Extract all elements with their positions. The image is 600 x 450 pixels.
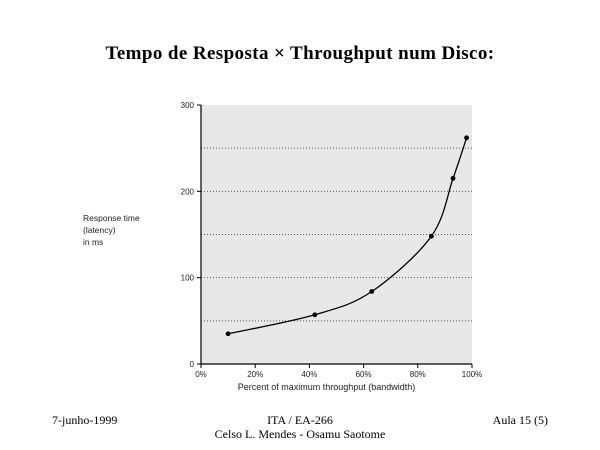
y-tick-label: 300 [181, 101, 195, 110]
y-axis-label-line-1: Response time [83, 213, 140, 223]
x-tick-label: 80% [410, 370, 426, 379]
data-point [369, 289, 375, 294]
footer-course: ITA / EA-266 [267, 413, 333, 427]
data-point [464, 135, 469, 141]
footer-authors: Celso L. Mendes - Osamu Saotome [214, 427, 386, 441]
series [225, 135, 469, 337]
data-point [225, 331, 231, 337]
grid-lines [201, 147, 472, 322]
x-tick-label: 20% [247, 370, 263, 379]
y-tick-label: 200 [181, 187, 195, 196]
data-point [428, 233, 434, 239]
footer-center: ITA / EA-266 Celso L. Mendes - Osamu Sao… [0, 413, 600, 441]
x-tick-label: 100% [462, 370, 482, 379]
y-axis-label: Response time (latency) in ms [83, 212, 140, 248]
data-point [312, 312, 318, 318]
x-axis-label: Percent of maximum throughput (bandwidth… [238, 382, 416, 392]
chart-svg: 0 100 200 300 0% 20% 40% 60% 80% 100% Percent of … [181, 101, 483, 392]
chart: 0 100 200 300 0% 20% 40% 60% 80% 100% Percent of … [181, 101, 483, 392]
x-tick-label: 40% [301, 370, 317, 379]
y-tick-label: 0 [190, 360, 195, 369]
y-axis-label-line-2: (latency) [83, 225, 116, 235]
slide-title: Tempo de Resposta × Throughput num Disco… [105, 43, 495, 64]
y-tick-label: 100 [181, 274, 195, 283]
tick-labels: 0 100 200 300 0% 20% 40% 60% 80% 100% [181, 101, 483, 379]
x-tick-label: 60% [356, 370, 372, 379]
x-tick-label: 0% [195, 370, 207, 379]
axes [200, 105, 472, 365]
footer-date: 7-junho-1999 [52, 413, 118, 427]
y-axis-label-line-3: in ms [83, 237, 104, 247]
footer-lecture: Aula 15 (5) [492, 413, 548, 427]
data-point [450, 175, 456, 181]
